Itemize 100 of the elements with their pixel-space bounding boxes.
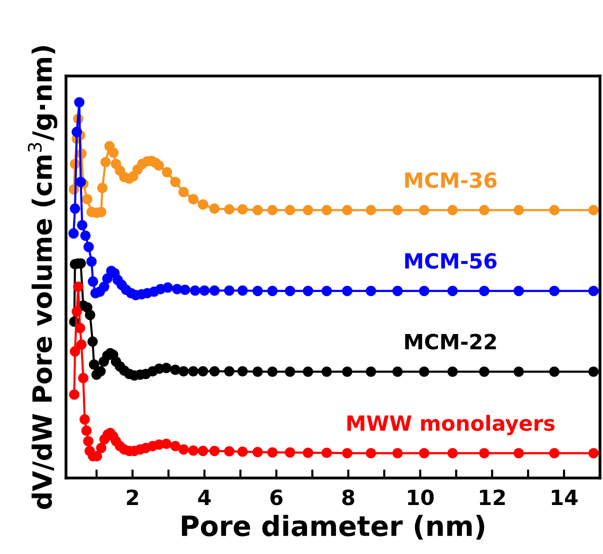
point [366,366,376,377]
point [83,242,94,252]
point [97,182,108,194]
point [74,97,85,108]
point [100,156,111,168]
point [549,286,560,296]
point [342,204,352,216]
point [418,286,430,296]
y-axis-title: dV/dW Pore volume (cm$^{3}$/g·nm) [28,46,58,509]
point [73,282,84,292]
point [366,204,376,216]
point [284,366,296,377]
point [82,194,92,204]
point [447,366,458,377]
point [162,166,172,178]
point [322,366,332,377]
point [108,147,119,158]
point [224,366,234,377]
point [188,366,199,377]
point [72,126,82,138]
point [80,230,91,241]
point [70,346,80,357]
point [588,366,599,377]
point [302,286,314,296]
point [70,203,80,214]
x-tick-label: 6 [270,490,282,506]
point [198,446,208,456]
point [199,285,210,296]
point [302,448,314,458]
series-label: MCM-36 [405,172,497,188]
point [588,204,599,216]
point [83,436,94,446]
point [79,414,90,425]
point [549,448,560,458]
point [209,285,220,296]
point [188,445,199,456]
series-label: MCM-56 [405,253,497,269]
point [322,448,332,458]
point [588,448,599,458]
x-tick-label: 8 [342,489,354,506]
point [209,366,220,377]
point [237,285,248,296]
point [588,286,599,296]
point [267,366,278,377]
point [418,366,430,377]
series-label: MWW monolayers [347,414,555,436]
point [267,204,278,216]
point [447,286,458,296]
point [170,440,181,452]
point [178,366,189,377]
point [392,448,403,458]
point [198,199,208,210]
point [392,286,403,296]
point [224,204,234,215]
point [514,448,524,458]
point [88,276,98,287]
point [188,194,199,204]
point [447,448,458,458]
point [87,336,98,347]
point [252,286,263,296]
point [549,204,560,216]
point [84,310,96,320]
point [322,286,332,296]
point [81,425,92,436]
point [95,366,106,377]
point [514,286,524,296]
point [252,446,263,458]
x-axis-title: Pore diameter (nm) [182,514,484,540]
point [209,203,220,214]
point [178,444,189,455]
point [514,366,524,377]
point [161,438,172,450]
x-tick-label: 12 [480,489,505,505]
point [302,366,314,377]
point [284,286,296,296]
point [237,446,248,457]
point [479,286,490,296]
point [392,366,403,377]
point [237,366,248,377]
point [514,204,524,216]
point [252,366,263,377]
point [69,389,80,400]
point [224,446,234,457]
x-tick-label: 14 [552,490,578,505]
point [418,204,430,216]
point [170,176,181,188]
point [88,359,100,370]
x-tick-label: 10 [408,489,434,506]
x-tick-label: 2 [126,489,138,505]
point [224,285,234,296]
point [180,284,190,295]
point [209,446,220,456]
point [96,442,106,454]
point [267,286,278,296]
point [78,372,88,384]
point [154,160,164,171]
point [76,176,86,188]
point [98,282,110,292]
point [302,204,314,216]
point [342,286,352,296]
